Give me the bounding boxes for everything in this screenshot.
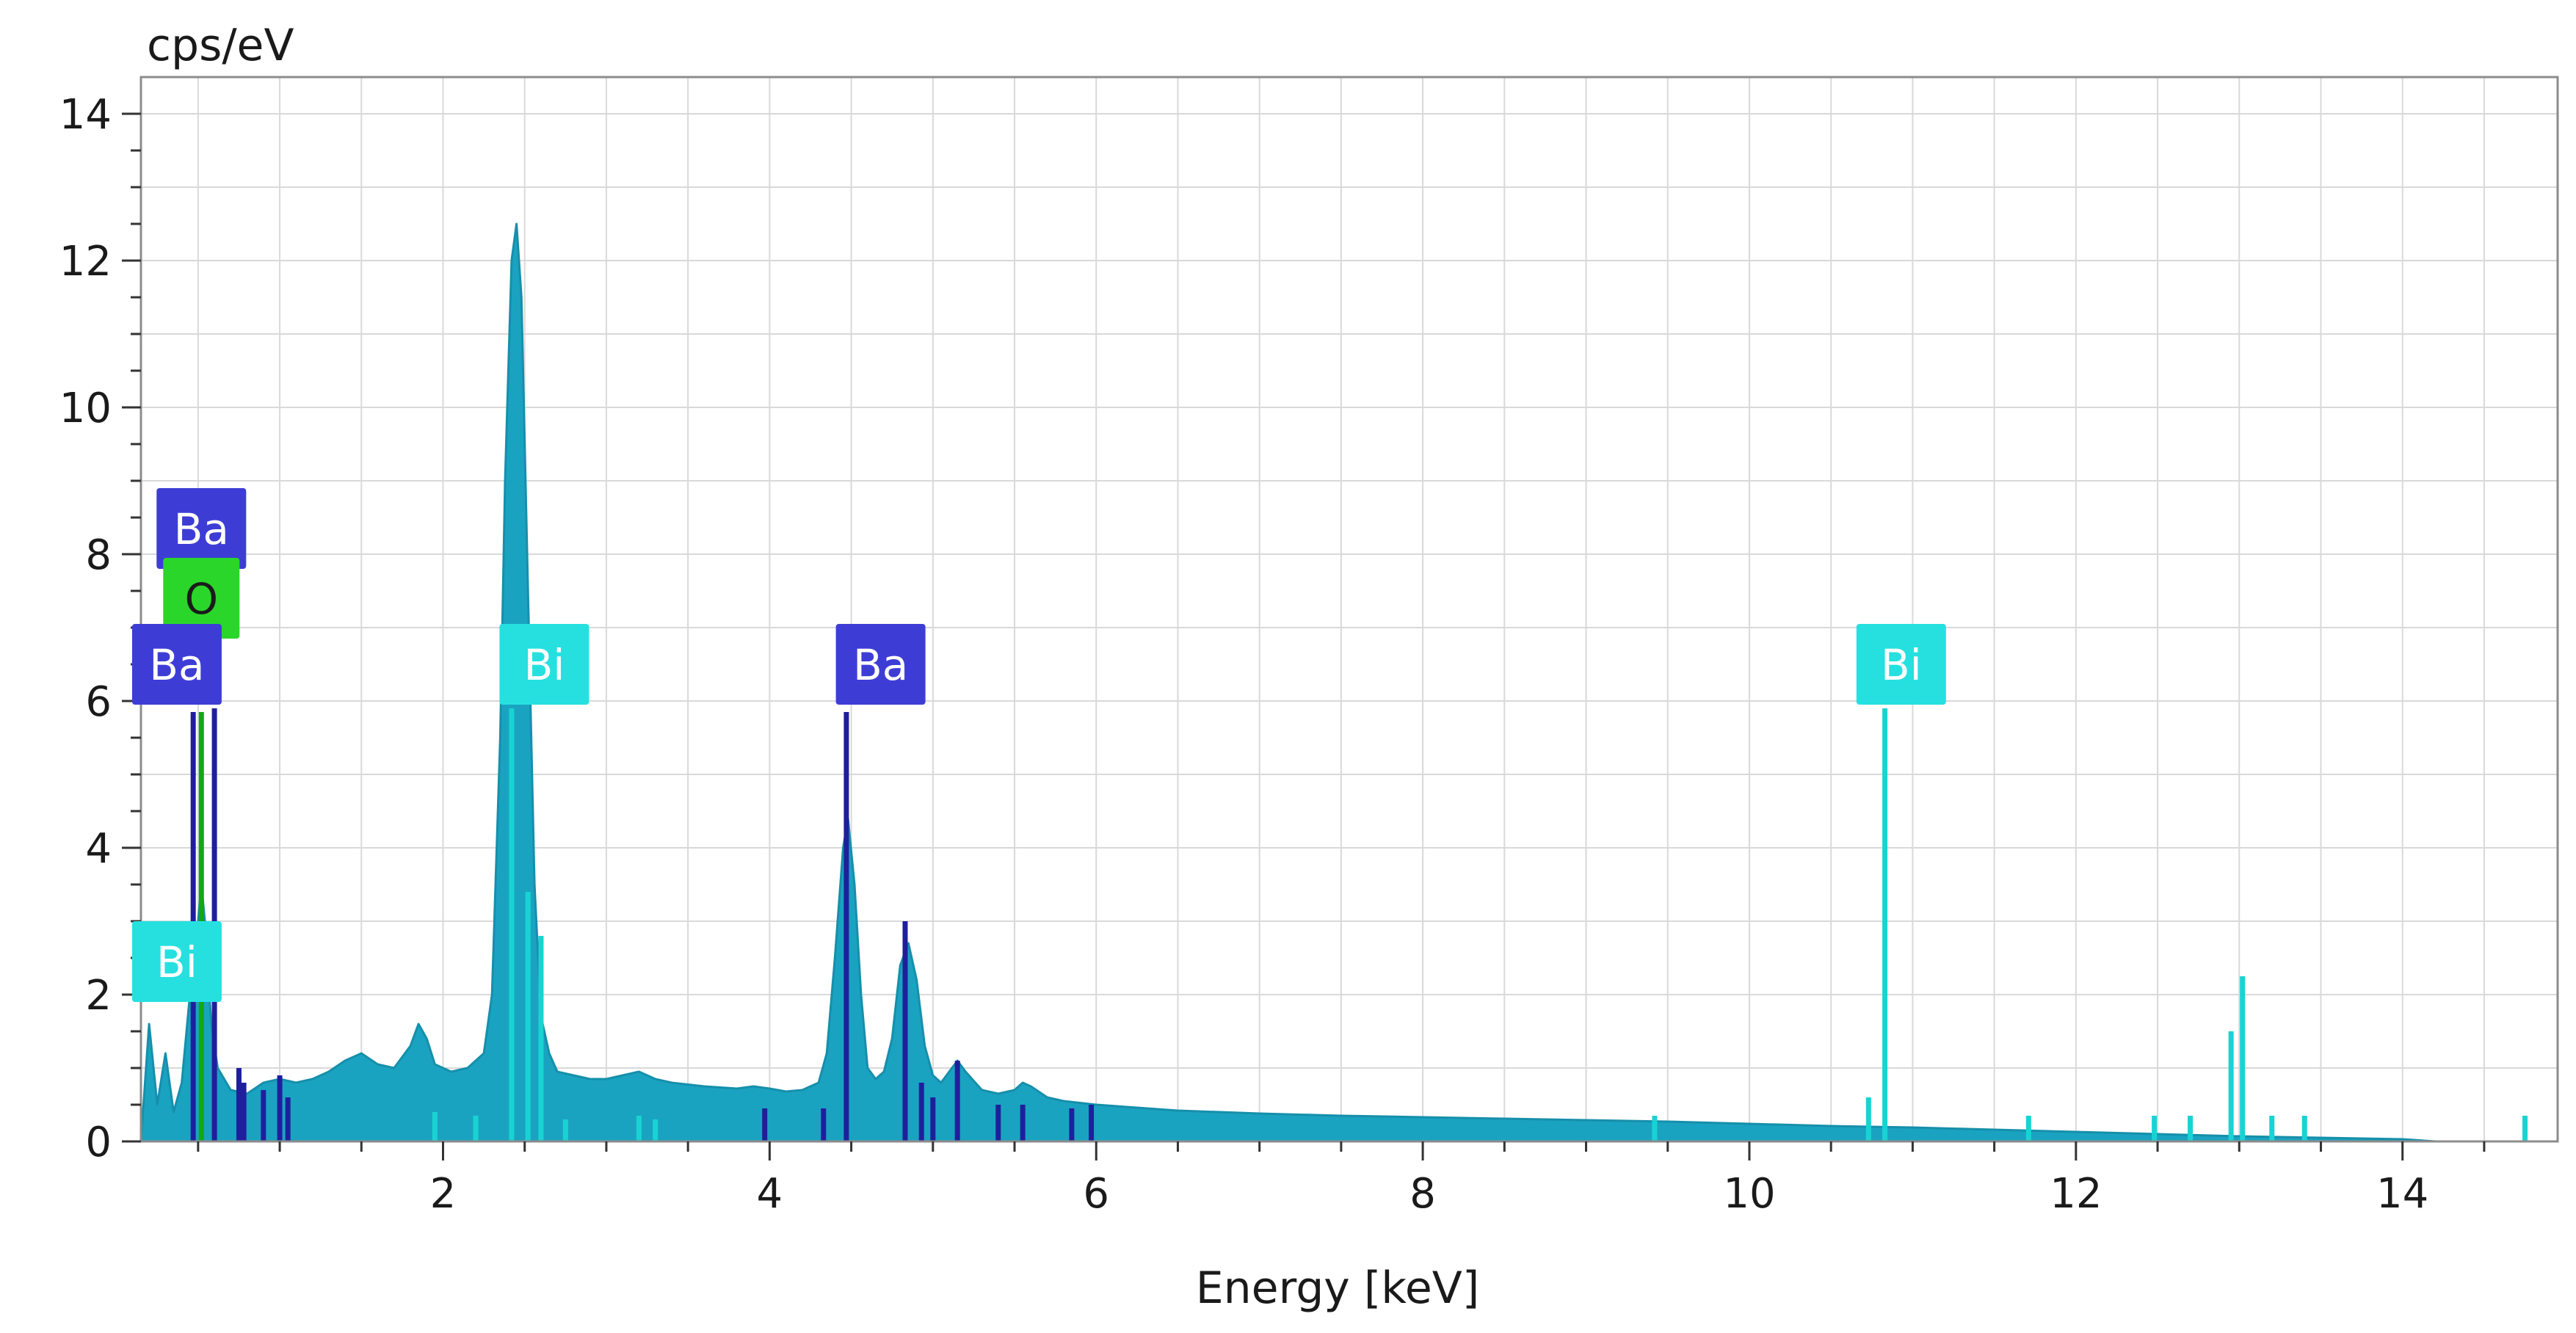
- y-tick-label: 8: [85, 531, 112, 579]
- element-tag-label: Ba: [853, 640, 908, 690]
- x-axis-title: Energy [keV]: [1196, 1263, 1480, 1314]
- y-tick-label: 12: [59, 238, 112, 286]
- y-tick-label: 10: [59, 385, 112, 432]
- axis-ticks: [122, 112, 2486, 1161]
- y-tick-labels: 0 2 4 6 8 10 12 14: [59, 91, 112, 1166]
- element-tags: Ba O Ba Bi Bi Ba Bi: [131, 488, 1946, 1002]
- element-tag-box: [131, 921, 222, 1002]
- y-tick-label: 4: [85, 825, 112, 873]
- element-tag-ba: Ba: [156, 488, 247, 569]
- plot-frame: [139, 76, 2559, 1143]
- grid: [141, 77, 2558, 1141]
- x-tick-label: 10: [1723, 1170, 1775, 1218]
- y-tick-label: 0: [85, 1119, 112, 1166]
- element-tag-ba: Ba: [835, 624, 926, 705]
- x-tick-label: 8: [1409, 1170, 1436, 1218]
- element-tag-box: [1856, 624, 1946, 705]
- x-tick-label: 6: [1083, 1170, 1109, 1218]
- x-tick-label: 2: [430, 1170, 457, 1218]
- element-tag-bi: Bi: [131, 921, 222, 1002]
- element-tag-label: Ba: [174, 504, 229, 554]
- y-tick-label: 2: [85, 972, 112, 1020]
- spectrum-area: [139, 222, 2437, 1143]
- spectrum: [139, 222, 2437, 1143]
- element-tag-label: Bi: [1881, 640, 1922, 690]
- element-tag-box: [131, 624, 222, 705]
- element-tag-o: O: [163, 558, 240, 639]
- y-axis-title: cps/eV: [147, 20, 294, 71]
- element-tag-box: [835, 624, 926, 705]
- element-tag-label: Bi: [156, 937, 197, 987]
- element-tag-box: [156, 488, 247, 569]
- element-tag-label: O: [184, 574, 218, 624]
- element-tag-bi: Bi: [1856, 624, 1946, 705]
- x-tick-label: 12: [2050, 1170, 2102, 1218]
- x-tick-label: 4: [757, 1170, 783, 1218]
- element-tag-box: [499, 624, 589, 705]
- element-tag-label: Ba: [149, 640, 204, 690]
- y-tick-label: 14: [59, 91, 112, 139]
- y-tick-label: 6: [85, 678, 112, 726]
- element-tag-ba: Ba: [131, 624, 222, 705]
- x-tick-label: 14: [2376, 1170, 2428, 1218]
- element-tag-bi: Bi: [499, 624, 589, 705]
- x-tick-labels: 2 4 6 8 10 12 14: [430, 1170, 2429, 1218]
- element-tag-box: [163, 558, 240, 639]
- element-tag-label: Bi: [523, 640, 565, 690]
